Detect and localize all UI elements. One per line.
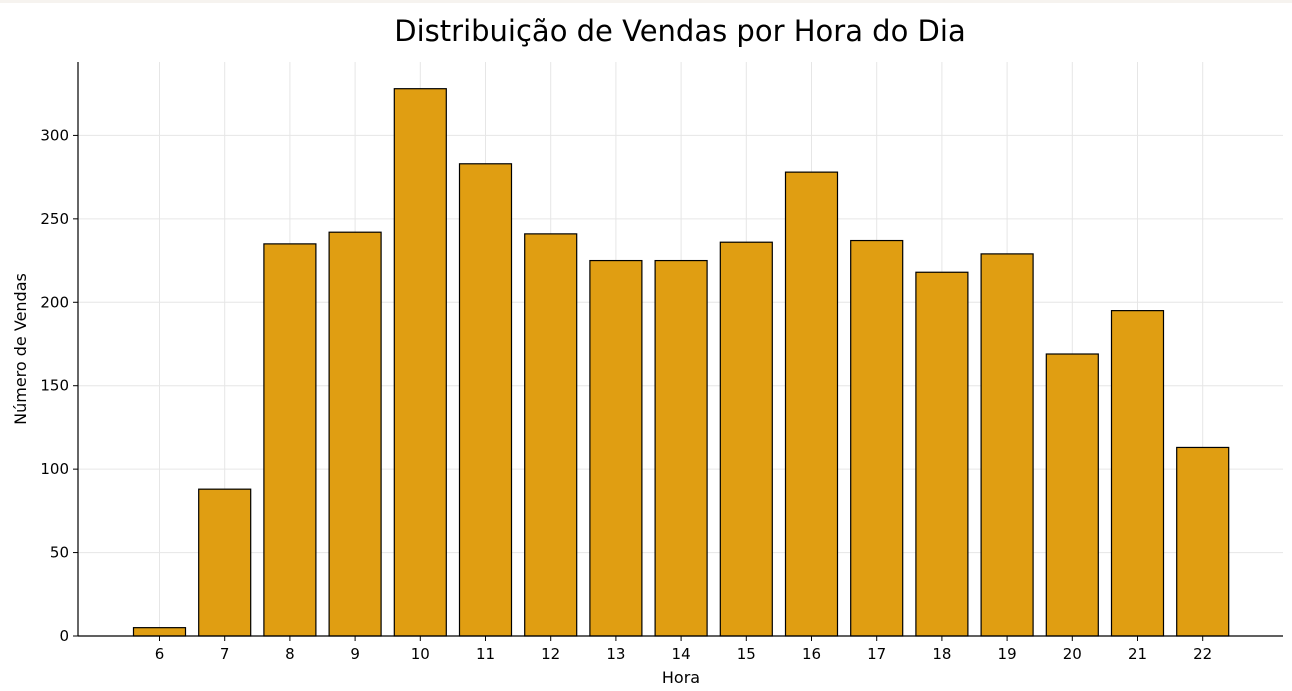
bars — [132, 88, 1230, 637]
bar-hour-22 — [1176, 446, 1230, 637]
bar-hour-9 — [328, 231, 382, 637]
y-tick-label: 0 — [59, 627, 69, 645]
bar-hour-21 — [1110, 310, 1165, 637]
y-axis-label: Número de Vendas — [11, 273, 30, 425]
x-tick-label: 11 — [476, 645, 495, 663]
bar-hour-20 — [1045, 353, 1099, 637]
y-tick-label: 250 — [40, 210, 69, 228]
x-axis-label: Hora — [662, 668, 700, 687]
x-tick-label: 13 — [606, 645, 625, 663]
x-tick-label: 21 — [1128, 645, 1147, 663]
bar-hour-15 — [719, 241, 773, 637]
bar-hour-6 — [132, 627, 187, 637]
bar-hour-7 — [198, 488, 252, 637]
bar-hour-10 — [393, 88, 447, 637]
bar-hour-18 — [915, 271, 969, 637]
x-tick-label: 9 — [350, 645, 360, 663]
x-tick-label: 20 — [1063, 645, 1082, 663]
y-tick-label: 300 — [40, 126, 69, 144]
y-axis-ticks: 0 50 100 150 200 250 300 — [40, 126, 78, 645]
chart-title: Distribuição de Vendas por Hora do Dia — [394, 14, 965, 48]
x-tick-label: 6 — [155, 645, 165, 663]
bar-hour-14 — [654, 259, 708, 637]
x-tick-label: 18 — [932, 645, 951, 663]
x-tick-label: 12 — [541, 645, 560, 663]
bar-hour-11 — [458, 163, 513, 637]
bar-hour-19 — [980, 253, 1034, 637]
x-tick-label: 10 — [411, 645, 430, 663]
x-tick-label: 17 — [867, 645, 886, 663]
x-tick-label: 19 — [998, 645, 1017, 663]
x-tick-label: 15 — [737, 645, 756, 663]
x-tick-label: 7 — [220, 645, 230, 663]
x-tick-label: 22 — [1193, 645, 1212, 663]
bar-hour-17 — [850, 239, 904, 637]
bar-hour-13 — [589, 259, 643, 637]
axes — [77, 62, 1283, 637]
bar-hour-8 — [263, 243, 317, 637]
x-axis-ticks: 6 7 8 9 10 11 12 13 14 15 16 17 18 19 20 21 22 — [155, 636, 1212, 663]
y-tick-label: 50 — [50, 544, 69, 562]
y-tick-label: 200 — [40, 293, 69, 311]
bar-hour-16 — [784, 171, 839, 637]
y-tick-label: 100 — [40, 460, 69, 478]
y-tick-label: 150 — [40, 377, 69, 395]
x-tick-label: 16 — [802, 645, 821, 663]
x-tick-label: 8 — [285, 645, 295, 663]
top-edge-strip — [0, 0, 1292, 3]
bar-hour-12 — [524, 233, 578, 637]
x-tick-label: 14 — [672, 645, 691, 663]
